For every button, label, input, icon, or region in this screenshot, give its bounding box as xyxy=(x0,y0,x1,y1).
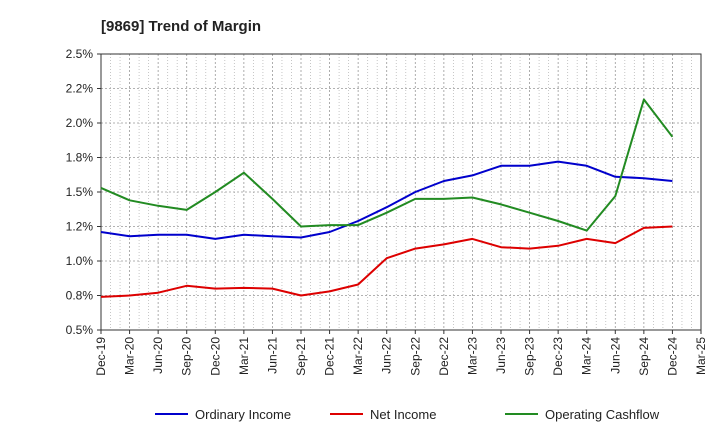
y-tick-label: 2.5% xyxy=(66,47,94,61)
x-tick-label: Dec-21 xyxy=(323,337,337,376)
chart-title: [9869] Trend of Margin xyxy=(101,18,261,35)
x-tick-label: Jun-20 xyxy=(151,337,165,374)
y-tick-label: 1.0% xyxy=(66,254,94,268)
series-line-1 xyxy=(100,225,673,298)
x-tick-label: Sep-23 xyxy=(523,337,537,376)
x-tick-label: Sep-24 xyxy=(637,337,651,376)
y-tick-label: 1.5% xyxy=(66,185,94,199)
legend: Ordinary Income Net Income Operating Cashf… xyxy=(155,407,660,422)
y-tick-label: 0.8% xyxy=(66,289,94,303)
y-tick-label: 2.0% xyxy=(66,116,94,130)
x-tick-label: Sep-20 xyxy=(180,337,194,376)
y-axis: 0.5% 0.8% 1.0% 1.2% 1.5% 1.8% 2.0% 2.2% 2.5% xyxy=(66,47,101,337)
y-tick-label: 1.8% xyxy=(66,151,94,165)
legend-label-0: Ordinary Income xyxy=(195,407,291,422)
x-tick-label: Mar-23 xyxy=(465,337,479,375)
legend-label-1: Net Income xyxy=(370,407,436,422)
x-tick-label: Dec-23 xyxy=(551,337,565,376)
y-tick-label: 0.5% xyxy=(66,323,94,337)
series-line-2 xyxy=(100,98,674,232)
grid xyxy=(100,53,702,331)
x-tick-label: Jun-21 xyxy=(265,337,279,374)
x-tick-label: Mar-24 xyxy=(580,337,594,375)
x-tick-label: Dec-20 xyxy=(208,337,222,376)
series-line-0 xyxy=(100,160,673,240)
x-tick-label: Dec-22 xyxy=(437,337,451,376)
series-lines xyxy=(100,98,674,298)
legend-label-2: Operating Cashflow xyxy=(545,407,660,422)
x-tick-label: Mar-25 xyxy=(694,337,708,375)
x-tick-label: Jun-23 xyxy=(494,337,508,374)
x-tick-label: Dec-19 xyxy=(94,337,108,376)
x-tick-label: Mar-21 xyxy=(237,337,251,375)
x-tick-label: Mar-20 xyxy=(123,337,137,375)
x-tick-label: Dec-24 xyxy=(665,337,679,376)
x-tick-label: Jun-24 xyxy=(608,337,622,374)
x-axis: Dec-19 Mar-20 Jun-20 Sep-20 Dec-20 Mar-21 Jun-… xyxy=(94,330,708,376)
x-tick-label: Mar-22 xyxy=(351,337,365,375)
x-tick-label: Sep-22 xyxy=(408,337,422,376)
y-tick-label: 2.2% xyxy=(66,82,94,96)
x-tick-label: Sep-21 xyxy=(294,337,308,376)
y-tick-label: 1.2% xyxy=(66,220,94,234)
x-tick-label: Jun-22 xyxy=(380,337,394,374)
